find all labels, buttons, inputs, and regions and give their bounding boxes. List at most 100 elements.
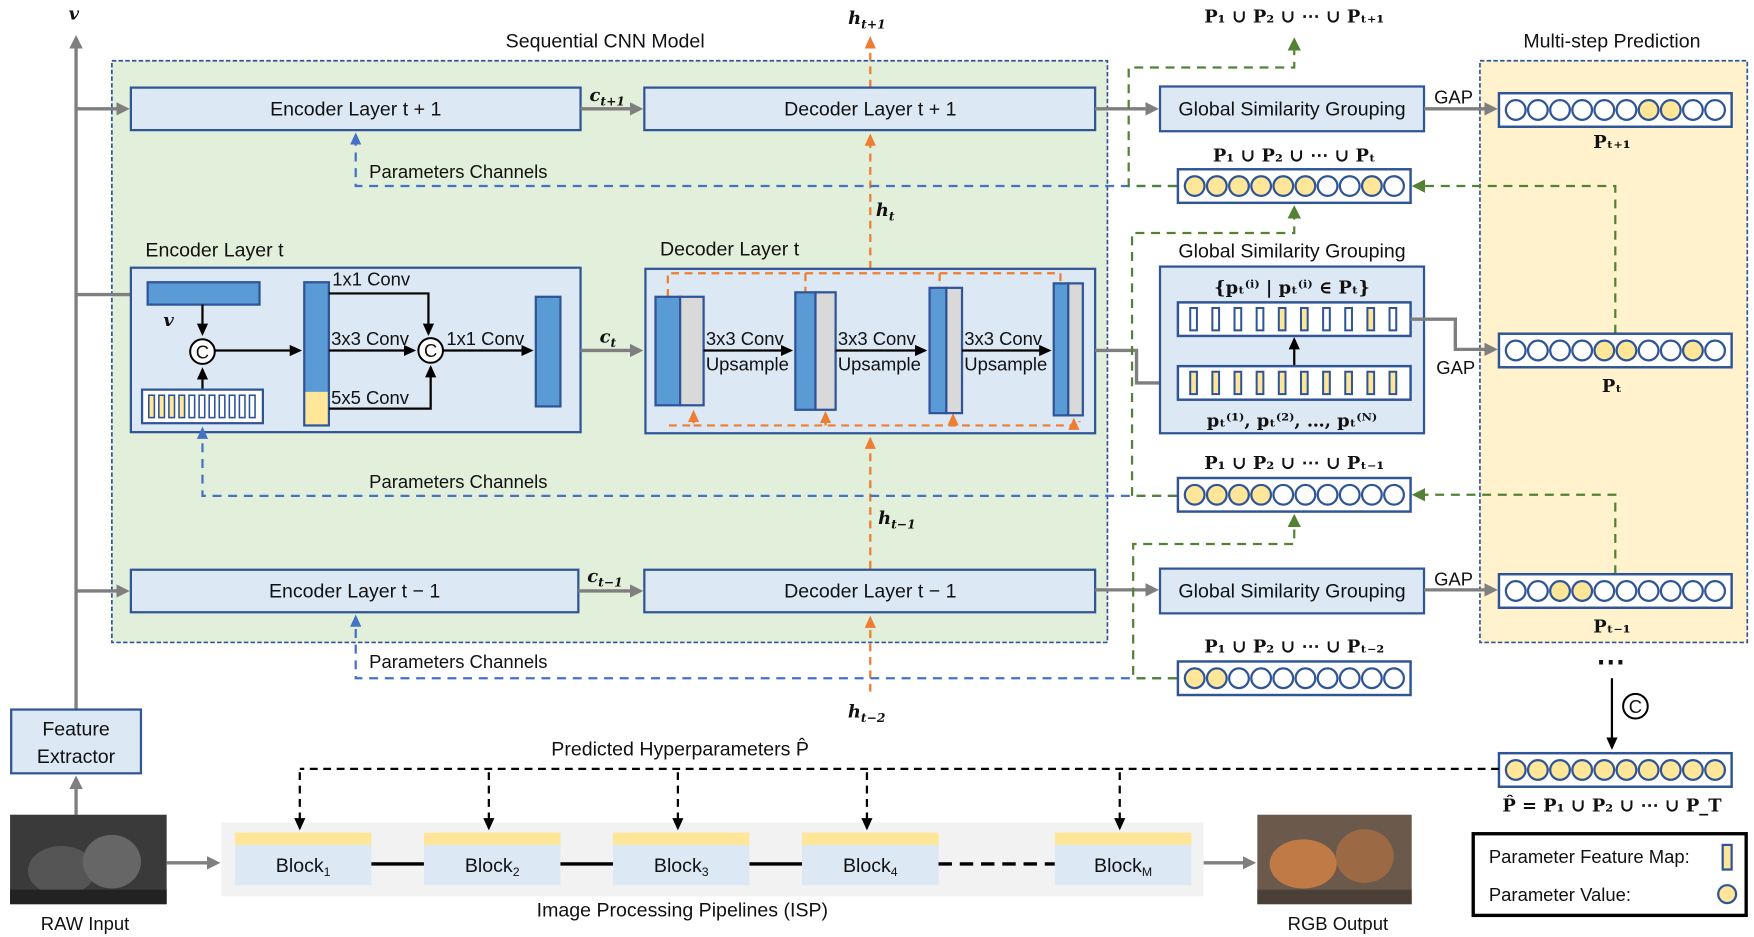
v-feature-block (146, 281, 261, 306)
global-similarity-grouping-t-minus-1 (1158, 567, 1426, 615)
concat-icon (1622, 692, 1649, 720)
rgb-output-image (1257, 814, 1412, 905)
inactive-parameter-value (1593, 99, 1616, 121)
inactive-parameter-value (1316, 175, 1339, 198)
feature-map (1322, 306, 1331, 332)
active-parameter-value (1504, 759, 1527, 781)
active-parameter-value (1615, 759, 1638, 781)
inactive-parameter-value (1272, 667, 1295, 690)
inactive-parameter-value (1383, 175, 1405, 198)
active-parameter-value (1294, 175, 1317, 198)
members-expression: pₜ⁽¹⁾, pₜ⁽²⁾, …, pₜ⁽ᴺ⁾ (1207, 411, 1377, 432)
active-parameter-value (1183, 175, 1206, 198)
inactive-parameter-value (1593, 580, 1616, 602)
active-parameter-value (1526, 759, 1549, 781)
isp-block-label: Block4 (843, 855, 898, 879)
selected-feature-map (1277, 306, 1287, 332)
inactive-parameter-value (1704, 99, 1727, 121)
inactive-parameter-value (1659, 339, 1682, 362)
active-parameter-value (1228, 175, 1250, 198)
gap-arrow (1410, 317, 1498, 357)
inactive-parameter-value (1549, 339, 1571, 362)
hidden-skip-top (666, 272, 1062, 297)
conv-1x1-label: 1x1 Conv (332, 269, 411, 290)
isp-blocks: Block1 Block2 Block3 Block4 BlockM (234, 772, 1192, 886)
p-t-values (1497, 332, 1733, 369)
inactive-parameter-value (1704, 339, 1727, 362)
encoder-layer-t-title: Encoder Layer t (145, 240, 284, 262)
rgb-output-label: RGB Output (1288, 913, 1388, 934)
selected-feature-map (1344, 370, 1353, 396)
feature-map (1211, 306, 1221, 332)
inactive-parameter-value (1316, 667, 1339, 690)
raw-input-label: RAW Input (41, 913, 129, 934)
inactive-parameter-value (1526, 580, 1549, 602)
inactive-parameter-value (1659, 580, 1682, 602)
hidden-skip-bottom (693, 420, 1081, 427)
inactive-parameter-value (1383, 667, 1405, 690)
selected-feature-map (1255, 370, 1265, 396)
gsg-label: Global Similarity Grouping (1178, 99, 1405, 121)
param-feature-map (238, 394, 246, 419)
parameter-feature-segment (305, 391, 328, 425)
active-parameter-value (1205, 483, 1228, 506)
active-parameter-value (1205, 667, 1228, 690)
selected-feature-map (1277, 370, 1287, 396)
selected-feature-map (1366, 306, 1376, 332)
final-prediction-values (1497, 751, 1733, 788)
param-feature-map (248, 394, 256, 419)
active-parameter-value (1183, 667, 1206, 690)
active-parameter-value (1360, 175, 1383, 198)
param-feature-map (158, 394, 166, 419)
union-t-minus-1-label: P₁ ∪ P₂ ∪ ⋯ ∪ Pₜ₋₁ (1204, 453, 1384, 474)
concat-symbol: C (424, 340, 437, 361)
ellipsis: ⋯ (1596, 645, 1625, 679)
v-feature-label: v (163, 310, 174, 331)
parameters-channel (350, 132, 1177, 188)
p-t-minus-1-label: Pₜ₋₁ (1593, 616, 1630, 637)
inactive-parameter-value (1316, 483, 1339, 506)
prediction-feedback (1411, 488, 1617, 575)
active-parameter-value (1659, 759, 1682, 781)
union-t-minus-2-values (1176, 660, 1412, 697)
global-similarity-grouping-t (1158, 265, 1426, 435)
inactive-parameter-value (1383, 483, 1405, 506)
inactive-parameter-value (1504, 580, 1527, 602)
selected-feature-map (1211, 370, 1221, 396)
isp-block-params (1054, 832, 1192, 845)
decoder-hidden-bar (679, 295, 705, 407)
active-parameter-value (1549, 580, 1571, 602)
active-parameter-value (1659, 99, 1682, 121)
active-parameter-value (1593, 339, 1616, 362)
legend-value-label: Parameter Value: (1489, 884, 1631, 905)
decoder-layer-t-minus-1 (643, 568, 1097, 614)
legend-feature-map-label: Parameter Feature Map: (1489, 846, 1690, 867)
selected-set-expression: {pₜ⁽ⁱ⁾ | pₜ⁽ⁱ⁾ ∈ Pₜ} (1214, 277, 1370, 298)
inactive-parameter-value (1637, 339, 1660, 362)
concat-symbol: C (1629, 696, 1642, 717)
feature-extractor-label: Extractor (37, 746, 116, 768)
inactive-parameter-value (1504, 99, 1527, 121)
final-prediction-label: P̂ = P₁ ∪ P₂ ∪ ⋯ ∪ P_T (1502, 794, 1722, 816)
stage-op-label: Upsample (706, 354, 789, 375)
active-parameter-value (1704, 759, 1727, 781)
conv-5x5-label: 5x5 Conv (331, 387, 410, 408)
selected-feature-map (1189, 370, 1198, 396)
encoder-layer-t-plus-1 (129, 86, 582, 132)
c-t-label: ct (600, 327, 617, 350)
stage-op-label: Upsample (838, 354, 921, 375)
feature-extractor (10, 708, 143, 775)
union-t-values (1176, 168, 1412, 205)
h-t-minus-2-label: ht−2 (848, 701, 886, 724)
arrow (328, 292, 435, 336)
feature-map (1388, 306, 1398, 332)
arrow (328, 365, 437, 410)
selected-feature-map (1233, 370, 1243, 396)
inactive-parameter-value (1272, 483, 1295, 506)
param-feature-map (218, 394, 226, 419)
feature-extractor-label: Feature (42, 718, 110, 740)
encoder-layer-t-minus-1 (129, 568, 580, 614)
param-feature-map (147, 394, 156, 419)
conv-3x3-label: 3x3 Conv (331, 328, 410, 349)
